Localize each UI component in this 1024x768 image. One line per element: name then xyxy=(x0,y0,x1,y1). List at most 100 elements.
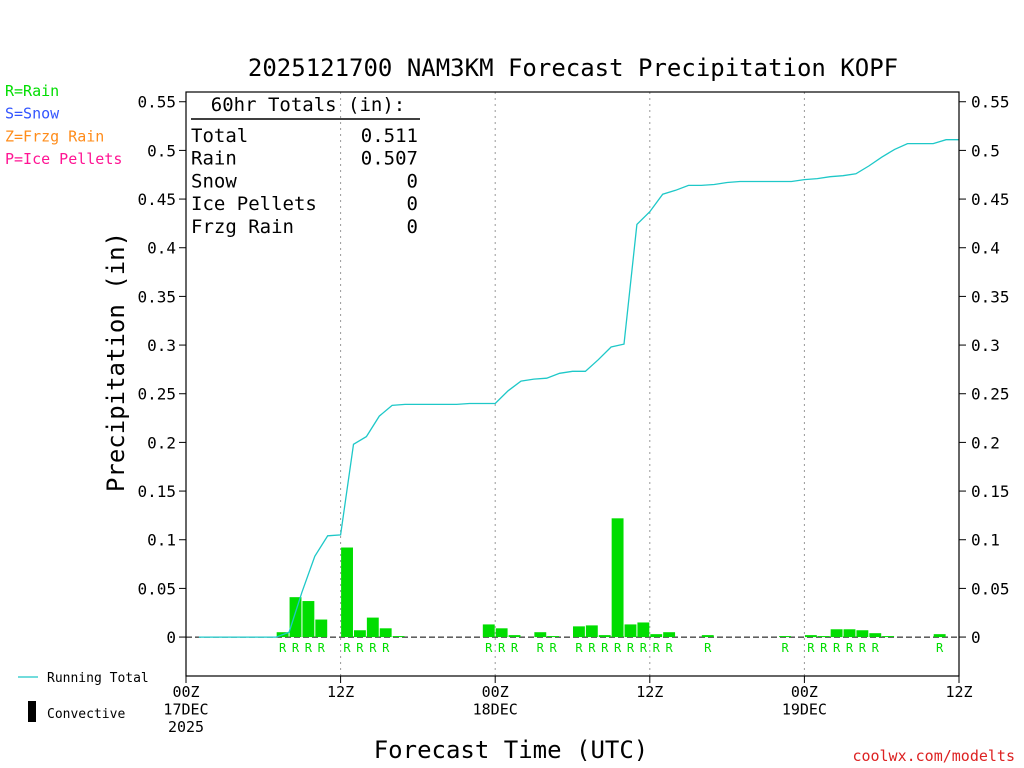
precip-bar xyxy=(650,634,663,638)
y-tick-label-left: 0.15 xyxy=(137,482,176,501)
precip-bar xyxy=(933,634,946,638)
precip-bar xyxy=(624,624,637,638)
precip-bar xyxy=(289,597,302,638)
precip-type-label: R xyxy=(781,641,789,655)
precip-type-legend-entry: Z=Frzg Rain xyxy=(5,127,104,145)
precip-bar xyxy=(392,636,405,638)
totals-row-label: Ice Pellets xyxy=(191,193,317,215)
running-total-line xyxy=(198,139,959,638)
totals-row-value: 0.507 xyxy=(361,148,418,170)
y-tick-label-right: 0.55 xyxy=(971,93,1010,112)
precip-bar xyxy=(869,633,882,638)
y-tick-label-right: 0.5 xyxy=(971,141,1000,160)
x-tick-label: 00Z xyxy=(482,683,509,701)
precip-type-label: R xyxy=(846,641,854,655)
precip-bar xyxy=(315,619,328,638)
x-tick-label: 12Z xyxy=(945,683,972,701)
y-axis-label: Precipitation (in) xyxy=(102,232,130,492)
precip-type-legend-entry: R=Rain xyxy=(5,82,59,100)
precip-type-label: R xyxy=(640,641,648,655)
precip-bar xyxy=(882,636,895,638)
y-tick-label-right: 0.15 xyxy=(971,482,1010,501)
precip-bar xyxy=(585,625,598,638)
y-tick-label-left: 0 xyxy=(166,628,176,647)
precip-bar xyxy=(830,629,843,638)
x-tick-label: 00Z xyxy=(172,683,199,701)
precip-bar xyxy=(547,636,560,638)
y-tick-label-right: 0.25 xyxy=(971,385,1010,404)
precip-type-label: R xyxy=(537,641,545,655)
precip-type-label: R xyxy=(936,641,944,655)
convective-legend-label: Convective xyxy=(47,707,125,722)
precip-type-label: R xyxy=(575,641,583,655)
precip-type-label: R xyxy=(305,641,313,655)
x-tick-label: 00Z xyxy=(791,683,818,701)
x-tick-label: 17DEC xyxy=(163,701,208,719)
precip-bar xyxy=(817,636,830,638)
precip-type-label: R xyxy=(859,641,867,655)
precip-type-label: R xyxy=(279,641,287,655)
plot-border xyxy=(185,91,960,677)
credit-text: coolwx.com/modelts xyxy=(852,747,1015,765)
totals-heading: 60hr Totals (in): xyxy=(211,94,405,116)
precip-bar xyxy=(573,626,585,638)
precip-bar xyxy=(637,622,650,638)
y-tick-label-left: 0.25 xyxy=(137,385,176,404)
precip-bar xyxy=(598,635,611,638)
precip-bar xyxy=(701,635,714,638)
precip-bar xyxy=(379,628,392,638)
y-tick-label-left: 0.3 xyxy=(147,336,176,355)
chart-title: 2025121700 NAM3KM Forecast Precipitation… xyxy=(248,54,898,82)
y-tick-label-left: 0.35 xyxy=(137,287,176,306)
precip-bar xyxy=(779,636,792,638)
y-tick-label-left: 0.2 xyxy=(147,433,176,452)
precip-bar xyxy=(663,632,676,638)
y-tick-label-left: 0.55 xyxy=(137,93,176,112)
y-tick-label-left: 0.5 xyxy=(147,141,176,160)
convective-legend-swatch xyxy=(28,701,36,722)
y-tick-label-left: 0.4 xyxy=(147,239,176,258)
x-tick-label: 12Z xyxy=(636,683,663,701)
y-tick-label-right: 0.1 xyxy=(971,531,1000,550)
precip-bar xyxy=(341,547,353,638)
precip-type-label: R xyxy=(820,641,828,655)
precip-bar xyxy=(482,624,495,638)
x-tick-label: 18DEC xyxy=(473,701,518,719)
precip-type-label: R xyxy=(318,641,326,655)
precip-type-label: R xyxy=(614,641,622,655)
precip-type-label: R xyxy=(511,641,519,655)
precip-type-label: R xyxy=(550,641,558,655)
x-axis-label: Forecast Time (UTC) xyxy=(374,736,649,764)
totals-row-label: Total xyxy=(191,125,248,147)
totals-row-label: Rain xyxy=(191,148,237,170)
precip-type-label: R xyxy=(498,641,506,655)
precip-type-label: R xyxy=(666,641,674,655)
x-tick-label: 12Z xyxy=(327,683,354,701)
precip-type-label: R xyxy=(292,641,300,655)
precip-type-label: R xyxy=(807,641,815,655)
precip-type-label: R xyxy=(601,641,609,655)
y-tick-label-right: 0.45 xyxy=(971,190,1010,209)
y-tick-label-right: 0.3 xyxy=(971,336,1000,355)
precip-type-label: R xyxy=(485,641,493,655)
precip-type-label: R xyxy=(356,641,364,655)
precip-bar xyxy=(856,630,869,638)
totals-row-value: 0 xyxy=(407,216,418,238)
precip-type-label: R xyxy=(588,641,596,655)
totals-row-value: 0 xyxy=(407,193,418,215)
y-tick-label-left: 0.45 xyxy=(137,190,176,209)
y-tick-label-right: 0.05 xyxy=(971,579,1010,598)
precip-type-label: R xyxy=(833,641,841,655)
y-tick-label-right: 0.4 xyxy=(971,239,1000,258)
y-tick-label-right: 0.35 xyxy=(971,287,1010,306)
y-tick-label-right: 0 xyxy=(971,628,981,647)
precip-type-label: R xyxy=(653,641,661,655)
precip-bar xyxy=(302,601,315,638)
precip-type-legend-entry: S=Snow xyxy=(5,105,60,123)
y-tick-label-left: 0.1 xyxy=(147,531,176,550)
totals-row-label: Frzg Rain xyxy=(191,216,294,238)
precip-bar xyxy=(508,635,521,638)
totals-row-label: Snow xyxy=(191,170,237,192)
precip-bar xyxy=(366,617,379,638)
